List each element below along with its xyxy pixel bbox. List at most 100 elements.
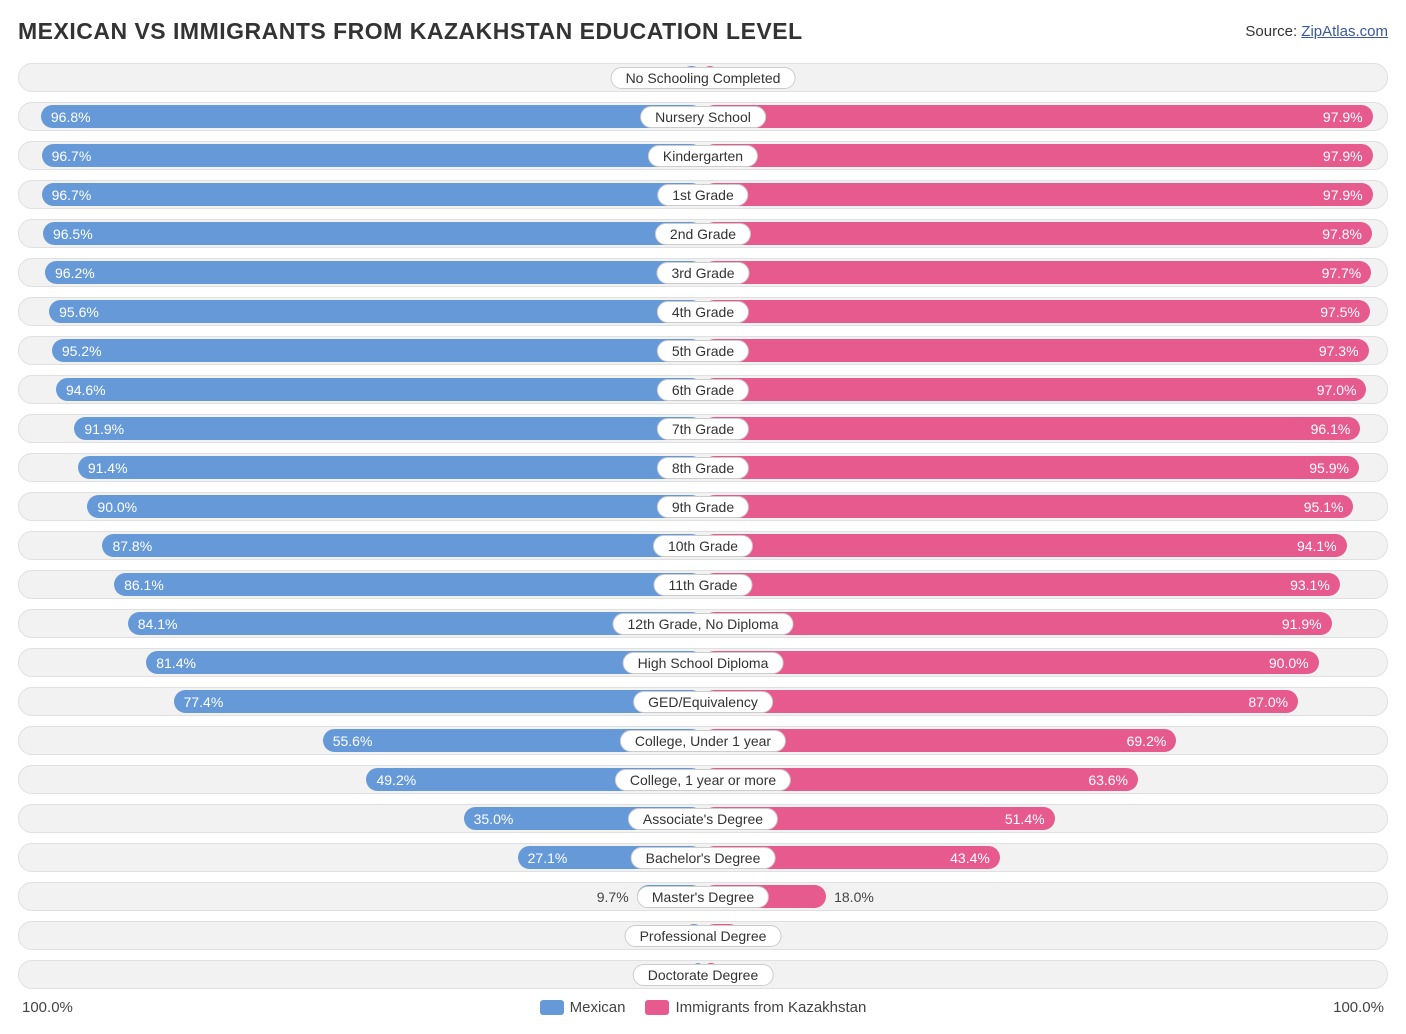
row-left-half: 96.2% (19, 259, 703, 286)
axis-max-right: 100.0% (1333, 999, 1384, 1016)
value-left: 81.4% (156, 655, 196, 671)
value-left: 94.6% (66, 382, 106, 398)
row-left-half: 95.2% (19, 337, 703, 364)
category-label: 6th Grade (657, 379, 749, 401)
value-left: 96.7% (52, 187, 92, 203)
value-left: 96.2% (55, 265, 95, 281)
bar-left: 95.6% (49, 300, 703, 323)
chart-row: 77.4% 87.0%GED/Equivalency (18, 687, 1388, 716)
row-right-half: 95.9% (703, 454, 1387, 481)
bar-right: 97.9% (703, 105, 1373, 128)
value-right: 63.6% (1088, 772, 1128, 788)
chart-row: 2.7%5.5%Professional Degree (18, 921, 1388, 950)
row-right-half: 2.1% (703, 64, 1387, 91)
row-left-half: 35.0% (19, 805, 703, 832)
value-left: 55.6% (333, 733, 373, 749)
row-left-half: 95.6% (19, 298, 703, 325)
chart-row: 84.1%91.9%12th Grade, No Diploma (18, 609, 1388, 638)
row-right-half: 97.9% (703, 103, 1387, 130)
chart-title: MEXICAN VS IMMIGRANTS FROM KAZAKHSTAN ED… (18, 18, 803, 45)
row-left-half: 81.4% (19, 649, 703, 676)
legend-swatch-blue (540, 1000, 564, 1015)
row-right-half: 95.1% (703, 493, 1387, 520)
chart-row: 86.1%93.1%11th Grade (18, 570, 1388, 599)
row-right-half: 43.4% (703, 844, 1387, 871)
value-right: 97.0% (1317, 382, 1357, 398)
value-left: 96.8% (51, 109, 91, 125)
category-label: 10th Grade (653, 535, 753, 557)
chart-row: 94.6% 97.0% 6th Grade (18, 375, 1388, 404)
value-left: 27.1% (528, 850, 568, 866)
bar-right: 87.0% (703, 690, 1298, 713)
row-left-half: 55.6% (19, 727, 703, 754)
row-left-half: 96.8% (19, 103, 703, 130)
chart-row: 90.0%95.1%9th Grade (18, 492, 1388, 521)
value-left: 35.0% (474, 811, 514, 827)
value-right: 93.1% (1290, 577, 1330, 593)
value-left: 96.7% (52, 148, 92, 164)
row-left-half: 91.9% (19, 415, 703, 442)
source-link[interactable]: ZipAtlas.com (1301, 23, 1388, 40)
value-left: 86.1% (124, 577, 164, 593)
row-right-half: 97.9% (703, 181, 1387, 208)
row-right-half: 5.5% (703, 922, 1387, 949)
category-label: 7th Grade (657, 418, 749, 440)
value-right: 18.0% (826, 889, 874, 905)
row-left-half: 3.3% (19, 64, 703, 91)
row-right-half: 97.8% (703, 220, 1387, 247)
category-label: GED/Equivalency (633, 691, 773, 713)
row-left-half: 90.0% (19, 493, 703, 520)
value-left: 95.6% (59, 304, 99, 320)
chart-row: 96.2%97.7%3rd Grade (18, 258, 1388, 287)
bar-right: 95.9% (703, 456, 1359, 479)
row-right-half: 94.1% (703, 532, 1387, 559)
category-label: 8th Grade (657, 457, 749, 479)
value-right: 69.2% (1127, 733, 1167, 749)
diverging-bar-chart: 3.3%2.1%No Schooling Completed 96.8% 97.9%… (18, 63, 1388, 989)
row-right-half: 90.0% (703, 649, 1387, 676)
category-label: Bachelor's Degree (631, 847, 776, 869)
chart-row: 3.3%2.1%No Schooling Completed (18, 63, 1388, 92)
bar-left: 96.8% (41, 105, 703, 128)
value-left: 77.4% (184, 694, 224, 710)
value-right: 97.9% (1323, 187, 1363, 203)
bar-right: 97.7% (703, 261, 1371, 284)
row-right-half: 63.6% (703, 766, 1387, 793)
chart-row: 55.6%69.2%College, Under 1 year (18, 726, 1388, 755)
row-right-half: 97.9% (703, 142, 1387, 169)
chart-row: 96.5%97.8%2nd Grade (18, 219, 1388, 248)
bar-left: 90.0% (87, 495, 703, 518)
category-label: 4th Grade (657, 301, 749, 323)
chart-row: 96.7%97.9%1st Grade (18, 180, 1388, 209)
category-label: Professional Degree (625, 925, 782, 947)
axis-max-left: 100.0% (22, 999, 73, 1016)
bar-left: 96.7% (42, 144, 703, 167)
row-right-half: 97.0% (703, 376, 1387, 403)
category-label: 2nd Grade (655, 223, 751, 245)
row-left-half: 86.1% (19, 571, 703, 598)
chart-row: 91.4% 95.9%8th Grade (18, 453, 1388, 482)
category-label: 9th Grade (657, 496, 749, 518)
bar-right: 95.1% (703, 495, 1353, 518)
category-label: Master's Degree (637, 886, 769, 908)
value-left: 84.1% (138, 616, 178, 632)
row-right-half: 97.7% (703, 259, 1387, 286)
value-right: 97.3% (1319, 343, 1359, 359)
bar-right: 97.8% (703, 222, 1372, 245)
chart-row: 91.9%96.1%7th Grade (18, 414, 1388, 443)
value-right: 97.5% (1320, 304, 1360, 320)
chart-header: MEXICAN VS IMMIGRANTS FROM KAZAKHSTAN ED… (18, 18, 1388, 45)
row-right-half: 97.5% (703, 298, 1387, 325)
chart-row: 9.7% 18.0% Master's Degree (18, 882, 1388, 911)
value-left: 91.4% (88, 460, 128, 476)
row-right-half: 91.9% (703, 610, 1387, 637)
bar-left: 81.4% (146, 651, 703, 674)
chart-row: 27.1% 43.4%Bachelor's Degree (18, 843, 1388, 872)
chart-row: 95.6% 97.5% 4th Grade (18, 297, 1388, 326)
chart-row: 81.4%90.0%High School Diploma (18, 648, 1388, 677)
row-right-half: 69.2% (703, 727, 1387, 754)
bar-left: 77.4% (174, 690, 703, 713)
value-right: 97.7% (1322, 265, 1362, 281)
value-left: 9.7% (597, 889, 637, 905)
chart-source: Source: ZipAtlas.com (1245, 23, 1388, 40)
